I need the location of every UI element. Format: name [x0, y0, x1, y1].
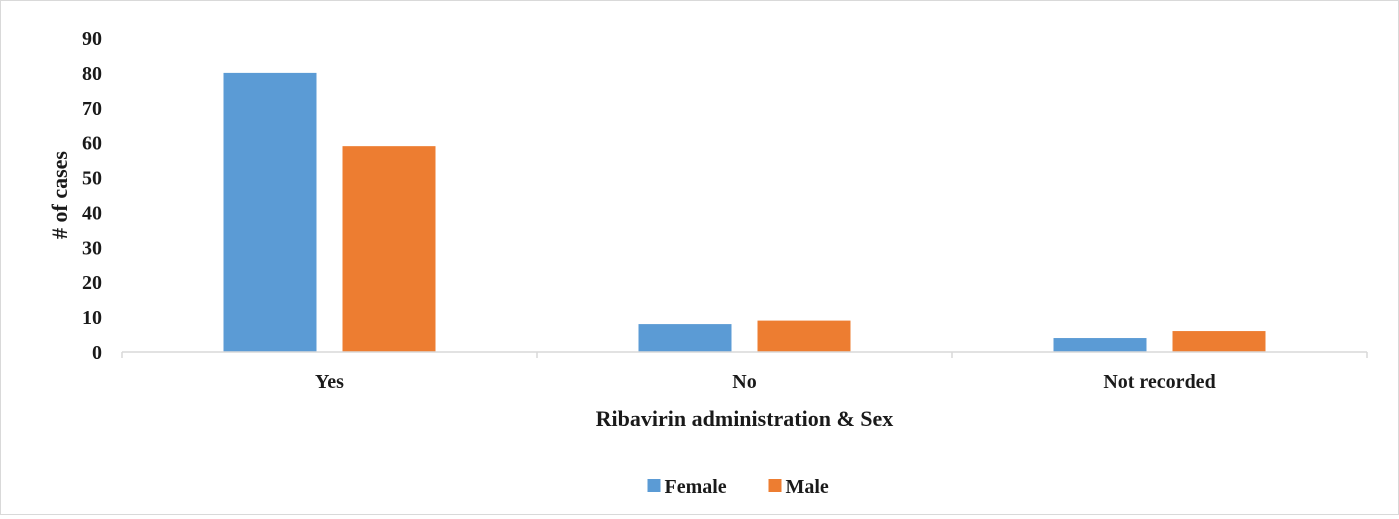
y-tick-label: 30 [82, 237, 102, 259]
x-axis-title: Ribavirin administration & Sex [596, 406, 894, 431]
y-tick-label: 60 [82, 133, 102, 155]
y-tick-label: 0 [92, 342, 102, 364]
x-tick-label: No [732, 371, 756, 393]
bars-group [223, 72, 1266, 352]
x-tick-label: Not recorded [1103, 371, 1215, 393]
x-tick-label: Yes [315, 371, 344, 393]
bar-female-yes [223, 72, 317, 352]
bar-male-yes [342, 146, 436, 352]
y-tick-label: 10 [82, 307, 102, 329]
x-axis-ticks: Yes No Not recorded [121, 352, 1368, 393]
legend: Female Male [647, 476, 829, 498]
bar-male-no [757, 320, 851, 352]
bar-female-not-recorded [1053, 338, 1147, 352]
y-tick-label: 90 [82, 28, 102, 50]
bar-female-no [638, 324, 732, 352]
y-tick-label: 40 [82, 202, 102, 224]
legend-swatch-male [768, 479, 782, 492]
y-axis-ticks: 0 10 20 30 40 50 60 70 80 90 [82, 28, 102, 364]
bar-male-not-recorded [1172, 331, 1266, 352]
y-tick-label: 70 [82, 98, 102, 120]
y-tick-label: 50 [82, 168, 102, 190]
y-axis-title: # of cases [47, 151, 72, 239]
y-tick-label: 20 [82, 272, 102, 294]
legend-label-male: Male [786, 476, 829, 498]
legend-label-female: Female [665, 476, 727, 498]
legend-swatch-female [647, 479, 661, 492]
y-tick-label: 80 [82, 63, 102, 85]
